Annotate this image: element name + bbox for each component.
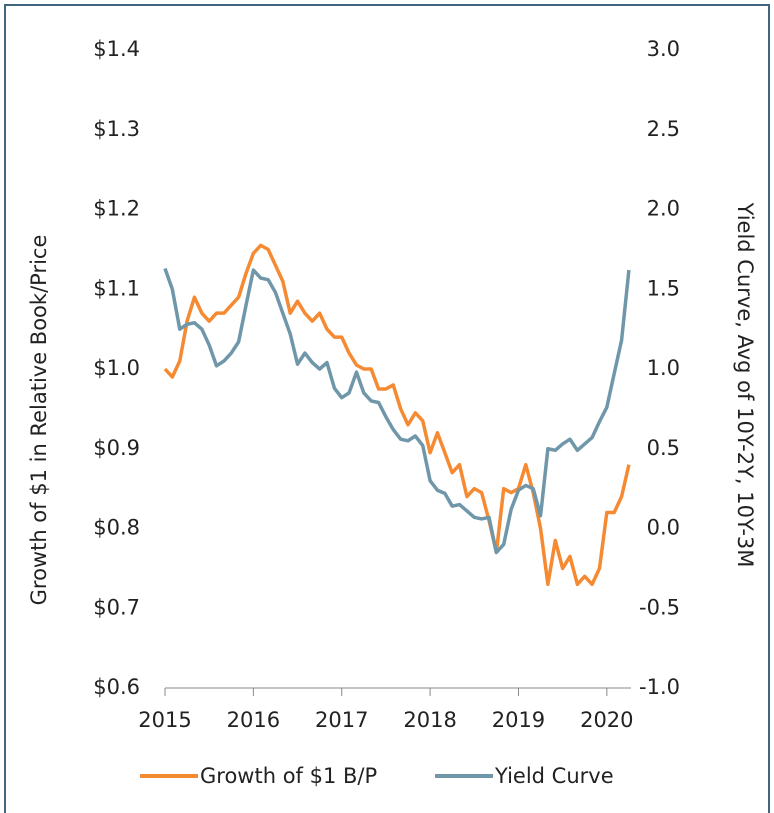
x-tick-label: 2017 xyxy=(315,708,368,732)
y-tick-label: $0.9 xyxy=(93,436,140,460)
y-tick-label: $0.6 xyxy=(93,675,140,699)
x-tick-label: 2015 xyxy=(138,708,191,732)
x-tick-label: 2020 xyxy=(580,708,633,732)
x-tick-label: 2018 xyxy=(403,708,456,732)
y2-tick-label: 2.5 xyxy=(647,117,680,141)
legend-label: Growth of $1 B/P xyxy=(200,764,377,788)
y-tick-label: $1.0 xyxy=(93,356,140,380)
y-tick-label: $1.1 xyxy=(93,276,140,300)
y2-tick-label: 1.0 xyxy=(647,356,680,380)
line-series xyxy=(163,267,631,555)
y2-tick-label: 1.5 xyxy=(647,276,680,300)
y2-tick-label: -1.0 xyxy=(639,675,680,699)
legend-label: Yield Curve xyxy=(494,764,614,788)
y-tick-label: $0.8 xyxy=(93,516,140,540)
y-tick-label: $1.4 xyxy=(93,37,140,61)
y-tick-label: $0.7 xyxy=(93,595,140,619)
y2-tick-label: 3.0 xyxy=(647,37,680,61)
line-series xyxy=(163,243,631,587)
y-tick-label: $1.3 xyxy=(93,117,140,141)
x-tick-label: 2019 xyxy=(492,708,545,732)
y-tick-label: $1.2 xyxy=(93,197,140,221)
y2-tick-label: 0.5 xyxy=(647,436,680,460)
y2-tick-label: 0.0 xyxy=(647,516,680,540)
x-tick-label: 2016 xyxy=(227,708,280,732)
y2-tick-label: 2.0 xyxy=(647,197,680,221)
y2-tick-label: -0.5 xyxy=(639,595,680,619)
y-axis-label: Growth of $1 in Relative Book/Price xyxy=(27,235,51,606)
frame xyxy=(4,4,770,813)
y2-axis-label: Yield Curve, Avg of 10Y-2Y, 10Y-3M xyxy=(733,202,757,568)
